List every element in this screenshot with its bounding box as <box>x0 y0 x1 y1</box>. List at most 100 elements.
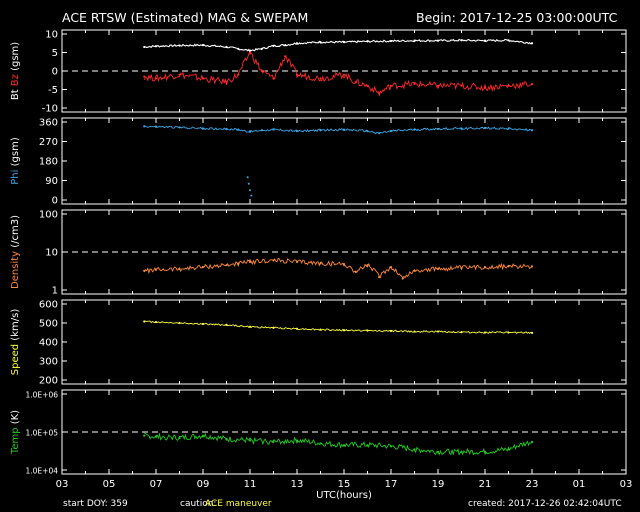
data-point <box>237 262 240 265</box>
data-point <box>507 331 510 334</box>
y-axis-label-part: (gsm) <box>10 42 21 74</box>
y-tick-label: 1 <box>52 286 58 297</box>
y-tick-label: -10 <box>42 104 58 115</box>
data-point <box>413 330 416 333</box>
data-point <box>284 44 287 47</box>
data-point <box>483 126 487 130</box>
y-tick-label: 0 <box>52 67 58 78</box>
data-point <box>154 45 158 48</box>
data-point <box>319 442 322 445</box>
data-point <box>366 84 369 87</box>
data-point <box>436 267 440 270</box>
x-tick-label: 13 <box>291 479 304 490</box>
data-point <box>460 331 463 334</box>
data-point <box>248 260 252 263</box>
y-tick-label: -5 <box>48 85 58 96</box>
data-point <box>342 128 346 131</box>
data-point <box>272 259 275 262</box>
data-line <box>143 320 533 335</box>
y-tick-label: 90 <box>45 176 58 187</box>
data-point <box>225 45 228 49</box>
data-point <box>225 323 228 326</box>
y-tick-label: 180 <box>39 157 58 168</box>
y-axis-label-part: Temp <box>10 427 21 455</box>
data-line <box>144 432 533 456</box>
y-tick-label: 1.0E+06 <box>26 391 59 400</box>
data-point <box>143 320 146 323</box>
x-tick-label: 05 <box>103 479 116 490</box>
data-point <box>272 77 275 80</box>
y-tick-label: 0 <box>52 196 58 207</box>
data-point <box>319 328 322 331</box>
created-time: created: 2017-12-26 02:42:04UTC <box>468 499 622 509</box>
data-point <box>260 47 263 50</box>
begin-time: Begin: 2017-12-25 03:00:00UTC <box>416 10 618 25</box>
panel-bt: 10 5 0 -5 -10 Bt Bz (gsm) <box>10 29 627 115</box>
data-point <box>237 128 240 131</box>
y-axis-label: Speed (km/s) <box>10 309 21 376</box>
x-tick-label: 21 <box>479 479 492 490</box>
data-point <box>366 264 369 267</box>
y-tick-label: 360 <box>39 118 58 129</box>
data-point <box>154 77 158 80</box>
series-density <box>143 257 534 280</box>
panel-density: 100 10 1 Density (/cm3) <box>10 209 627 297</box>
data-point <box>436 330 440 333</box>
x-tick-label: 11 <box>244 479 257 490</box>
y-axis-label-part: (/cm3) <box>10 215 21 251</box>
data-point <box>284 55 287 58</box>
data-point <box>143 434 146 437</box>
data-point <box>143 125 146 128</box>
y-axis-label-part: (gsm) <box>10 137 21 169</box>
data-point <box>389 39 393 43</box>
data-point <box>154 125 158 128</box>
y-axis-label: Phi (gsm) <box>10 137 21 185</box>
y-tick-label: 1.0E+05 <box>26 429 59 438</box>
data-point <box>295 73 299 76</box>
data-point <box>436 450 440 453</box>
data-point <box>413 448 416 451</box>
y-axis-label-part: (K) <box>10 410 21 428</box>
data-point <box>225 264 228 267</box>
data-point <box>366 329 369 332</box>
data-point <box>389 329 393 333</box>
data-point <box>237 47 240 50</box>
data-point <box>530 265 534 268</box>
data-point <box>530 440 534 443</box>
data-point <box>389 84 393 87</box>
data-point <box>178 73 181 76</box>
data-point <box>201 77 205 80</box>
data-point <box>460 127 463 130</box>
data-point <box>143 75 146 78</box>
series-bt <box>143 38 534 53</box>
data-point <box>354 270 357 273</box>
data-point <box>154 268 158 271</box>
y-tick-label: 10 <box>45 30 58 41</box>
data-point <box>530 82 534 86</box>
data-point <box>342 263 346 266</box>
x-tick-label: 15 <box>338 479 351 490</box>
data-point <box>295 130 299 133</box>
data-point <box>530 42 534 45</box>
data-point <box>366 40 369 43</box>
x-tick-label: 23 <box>526 479 539 490</box>
data-point <box>178 321 181 325</box>
data-point <box>530 331 534 334</box>
data-point <box>295 260 299 263</box>
data-line <box>144 125 533 135</box>
x-tick-label: 17 <box>385 479 398 490</box>
data-point <box>342 444 346 447</box>
data-point <box>201 434 205 437</box>
data-point <box>260 69 263 73</box>
x-tick-label: 03 <box>620 479 633 490</box>
data-point <box>248 51 252 54</box>
data-point <box>272 440 275 443</box>
y-axis-label-part: Phi <box>10 170 21 185</box>
y-tick-label: 100 <box>39 210 58 221</box>
data-point <box>201 322 205 326</box>
data-point <box>143 45 146 49</box>
data-point <box>178 126 181 129</box>
data-point <box>366 130 369 133</box>
data-point <box>178 267 181 270</box>
data-point <box>178 44 181 47</box>
